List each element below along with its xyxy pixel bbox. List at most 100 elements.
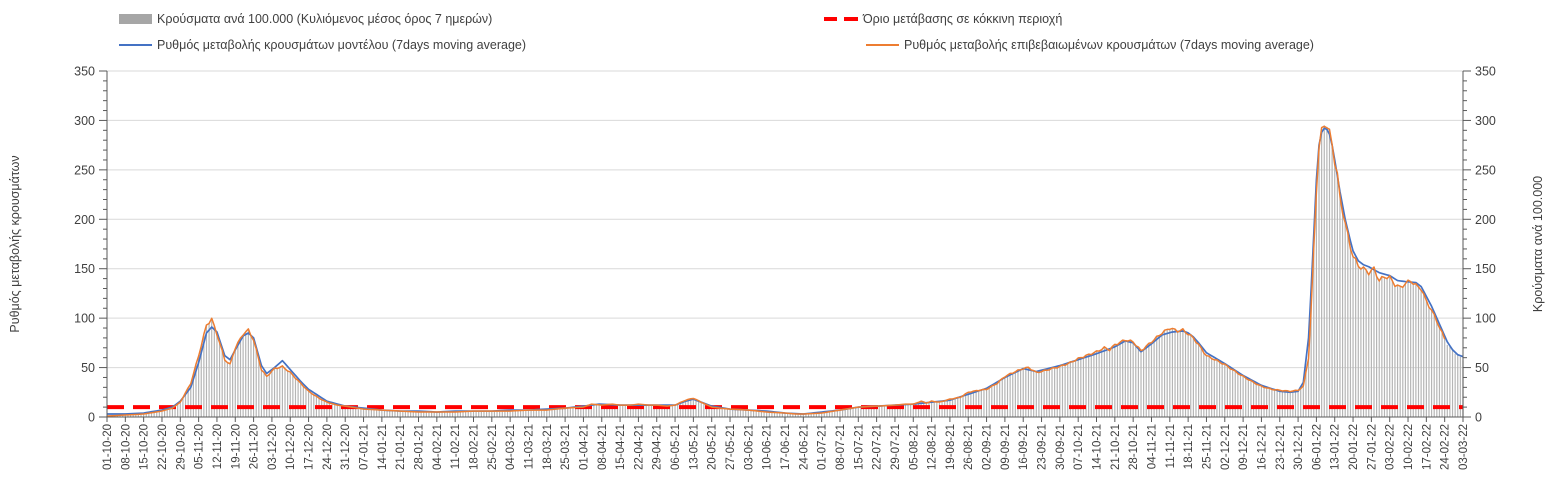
legend-label: Όριο μετάβασης σε κόκκινη περιοχή [863,12,1063,26]
x-tick-label: 31-12-20 [340,424,352,470]
x-tick-label: 24-02-22 [1440,424,1452,470]
x-tick-label: 18-02-21 [468,424,480,470]
confirmed-rate-line [106,125,1446,417]
y-tick-label-right: 0 [1475,411,1482,425]
x-tick-label: 01-10-20 [102,424,114,470]
x-tick-label: 17-02-22 [1421,424,1433,470]
x-tick-label: 07-10-21 [1073,424,1085,470]
x-tick-label: 02-12-21 [1220,424,1232,470]
legend-label: Ρυθμός μεταβολής κρουσμάτων μοντέλου (7d… [157,38,527,52]
x-tick-label: 20-01-22 [1348,424,1360,470]
x-tick-label: 09-09-21 [1000,424,1012,470]
x-tick-label: 25-11-21 [1201,424,1213,469]
y-tick-label-left: 350 [74,65,95,79]
y-tick-label-right: 300 [1475,114,1496,128]
x-tick-label: 23-09-21 [1037,424,1049,470]
x-tick-label: 17-12-20 [304,424,316,470]
x-tick-label: 10-02-22 [1403,424,1415,470]
x-tick-label: 17-06-21 [780,424,792,470]
x-tick-label: 06-05-21 [670,424,682,470]
y-tick-label-left: 100 [74,312,95,326]
x-tick-label: 13-01-22 [1330,424,1342,470]
legend-item-confirmed-rate: Ρυθμός μεταβολής επιβεβαιωμένων κρουσμάτ… [866,36,1314,54]
x-tick-label: 07-01-21 [359,424,371,470]
legend-label: Ρυθμός μεταβολής επιβεβαιωμένων κρουσμάτ… [904,38,1314,52]
x-tick-label: 03-03-22 [1458,424,1470,470]
x-tick-label: 03-02-22 [1385,424,1397,470]
x-tick-label: 08-10-20 [120,424,132,470]
legend-item-model-rate: Ρυθμός μεταβολής κρουσμάτων μοντέλου (7d… [119,36,526,54]
x-tick-label: 16-12-21 [1256,424,1268,470]
x-tick-label: 27-01-22 [1366,424,1378,470]
x-tick-label: 19-11-20 [230,424,242,469]
y-tick-label-left: 250 [74,163,95,177]
x-tick-label: 15-10-20 [139,424,151,470]
legend-item-red-threshold: Όριο μετάβασης σε κόκκινη περιοχή [824,10,1062,28]
x-tick-label: 29-07-21 [890,424,902,470]
x-tick-label: 01-07-21 [817,424,829,470]
x-tick-label: 09-12-21 [1238,424,1250,470]
x-tick-label: 21-10-21 [1110,424,1122,470]
y-tick-label-left: 0 [88,411,95,425]
x-tick-label: 20-05-21 [707,424,719,470]
model-rate-line [107,127,1464,415]
x-tick-label: 28-10-21 [1128,424,1140,470]
x-tick-label: 03-06-21 [743,424,755,470]
x-tick-label: 18-03-21 [542,424,554,470]
x-tick-label: 02-09-21 [982,424,994,470]
x-tick-label: 15-04-21 [615,424,627,470]
x-tick-label: 21-01-21 [395,424,407,470]
orange-line-marker-icon [866,44,899,46]
x-tick-label: 14-10-21 [1092,424,1104,470]
y-tick-label-right: 200 [1475,213,1496,227]
x-tick-label: 05-08-21 [908,424,920,470]
x-tick-label: 26-08-21 [963,424,975,470]
x-tick-label: 04-03-21 [505,424,517,470]
y-tick-label-right: 50 [1475,361,1489,375]
x-tick-label: 11-03-21 [523,424,535,469]
x-tick-label: 11-11-21 [1165,424,1177,468]
red-dashed-line-marker-icon [824,17,858,21]
x-tick-label: 19-08-21 [945,424,957,470]
x-tick-label: 08-07-21 [835,424,847,470]
x-tick-label: 22-04-21 [633,424,645,470]
x-tick-label: 14-01-21 [377,424,389,470]
y-tick-label-left: 150 [74,262,95,276]
y-tick-label-right: 250 [1475,163,1496,177]
x-tick-label: 11-02-21 [450,424,462,469]
y-tick-label-left: 200 [74,213,95,227]
x-tick-label: 01-04-21 [578,424,590,470]
x-tick-label: 25-03-21 [560,424,572,470]
blue-line-marker-icon [119,44,152,46]
x-tick-label: 30-12-21 [1293,424,1305,470]
x-tick-label: 24-06-21 [798,424,810,470]
x-tick-label: 10-06-21 [762,424,774,470]
x-tick-label: 26-11-20 [249,424,261,469]
x-tick-label: 16-09-21 [1018,424,1030,470]
x-tick-label: 03-12-20 [267,424,279,470]
gray-bar-marker-icon [119,14,152,24]
x-tick-label: 10-12-20 [285,424,297,470]
x-tick-label: 06-01-22 [1311,424,1323,470]
x-tick-label: 23-12-21 [1275,424,1287,470]
legend-label: Κρούσματα ανά 100.000 (Κυλιόμενος μέσος … [157,12,493,26]
x-tick-label: 29-04-21 [652,424,664,470]
x-tick-label: 12-08-21 [927,424,939,470]
cases-bars [106,125,1464,417]
x-tick-label: 04-02-21 [432,424,444,470]
x-tick-label: 08-04-21 [597,424,609,470]
x-tick-label: 05-11-20 [194,424,206,469]
x-tick-label: 25-02-21 [487,424,499,470]
x-tick-label: 29-10-20 [175,424,187,470]
y-tick-label-left: 300 [74,114,95,128]
y-tick-label-left: 50 [81,361,95,375]
x-tick-label: 04-11-21 [1146,424,1158,469]
y-tick-label-right: 350 [1475,65,1496,79]
legend-item-cases-per-100k: Κρούσματα ανά 100.000 (Κυλιόμενος μέσος … [119,10,492,28]
x-tick-label: 12-11-20 [212,424,224,469]
x-tick-label: 13-05-21 [688,424,700,470]
x-tick-label: 18-11-21 [1183,424,1195,469]
y-tick-label-right: 100 [1475,312,1496,326]
x-tick-label: 22-10-20 [157,424,169,470]
